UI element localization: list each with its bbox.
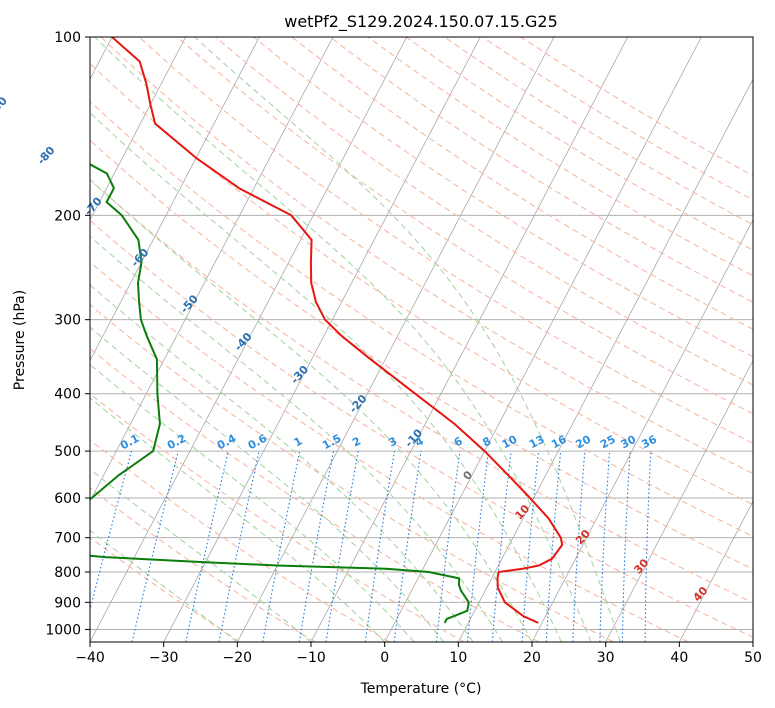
y-tick-label: 900 <box>54 595 81 611</box>
x-tick-label: 40 <box>670 650 688 666</box>
x-tick-label: 20 <box>523 650 541 666</box>
x-tick-label: 50 <box>744 650 762 666</box>
y-tick-label: 800 <box>54 565 81 581</box>
x-tick-label: −10 <box>296 650 326 666</box>
y-tick-label: 300 <box>54 313 81 329</box>
y-tick-label: 200 <box>54 208 81 224</box>
y-axis-label: Pressure (hPa) <box>12 290 28 390</box>
y-tick-label: 700 <box>54 531 81 547</box>
y-tick-label: 500 <box>54 444 81 460</box>
x-axis-label: Temperature (°C) <box>360 681 482 697</box>
y-tick-label: 600 <box>54 491 81 507</box>
x-tick-label: −20 <box>223 650 253 666</box>
x-tick-label: 0 <box>380 650 389 666</box>
chart-title: wetPf2_S129.2024.150.07.15.G25 <box>284 12 558 32</box>
x-tick-label: −40 <box>75 650 105 666</box>
x-tick-label: −30 <box>149 650 179 666</box>
y-tick-label: 400 <box>54 387 81 403</box>
x-tick-label: 10 <box>449 650 467 666</box>
y-tick-label: 100 <box>54 30 81 46</box>
y-tick-label: 1000 <box>45 622 81 638</box>
x-tick-label: 30 <box>597 650 615 666</box>
